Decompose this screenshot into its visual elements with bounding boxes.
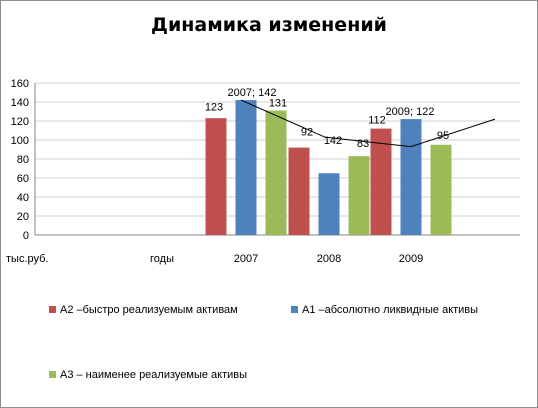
data-label-2-2007: 131 xyxy=(269,98,287,110)
legend-label-2: А3 – наименее реализуемые активы xyxy=(60,369,247,381)
bar-0-2009 xyxy=(370,128,392,235)
y-tick-label: 60 xyxy=(17,173,29,185)
data-label-2-2008: 83 xyxy=(357,138,369,150)
legend-swatch-2 xyxy=(49,371,56,378)
bar-1-2009 xyxy=(400,119,422,235)
bar-2-2008 xyxy=(348,156,370,235)
trend-line xyxy=(240,99,496,148)
x-tick-label-2009: 2009 xyxy=(399,253,423,265)
data-label-0-2008: 92 xyxy=(301,127,313,139)
y-tick-label: 160 xyxy=(11,78,29,90)
bar-0-2008 xyxy=(288,147,310,235)
data-label-0-2009: 112 xyxy=(368,115,386,127)
data-label-0-2007: 123 xyxy=(205,102,223,114)
legend-swatch-1 xyxy=(291,306,298,313)
data-label-1-2007: 2007; 142 xyxy=(228,87,277,99)
y-tick-label: 80 xyxy=(17,154,29,166)
y-tick-label: 0 xyxy=(23,230,29,242)
y-unit-label: тыс.руб. xyxy=(6,253,48,265)
y-tick-label: 100 xyxy=(11,135,29,147)
legend-label-0: А2 –быстро реализуемым активам xyxy=(60,304,238,316)
bar-2-2007 xyxy=(265,110,287,235)
y-tick-label: 40 xyxy=(17,192,29,204)
bar-1-2007 xyxy=(235,100,257,235)
legend-label-1: А1 –абсолютно ликвидные активы xyxy=(302,304,478,316)
x-axis-label: годы xyxy=(150,253,174,265)
data-label-1-2008: 142 xyxy=(324,135,342,147)
legend-swatch-0 xyxy=(49,306,56,313)
x-tick-label-2007: 2007 xyxy=(234,253,258,265)
data-label-1-2009: 2009; 122 xyxy=(386,106,435,118)
x-tick-label-2008: 2008 xyxy=(317,253,341,265)
y-tick-label: 140 xyxy=(11,97,29,109)
y-tick-label: 120 xyxy=(11,116,29,128)
y-tick-label: 20 xyxy=(17,211,29,223)
bar-2-2009 xyxy=(430,144,452,235)
bar-1-2008 xyxy=(318,173,340,235)
chart-title: Динамика изменений xyxy=(151,14,387,36)
bar-0-2007 xyxy=(205,118,227,235)
